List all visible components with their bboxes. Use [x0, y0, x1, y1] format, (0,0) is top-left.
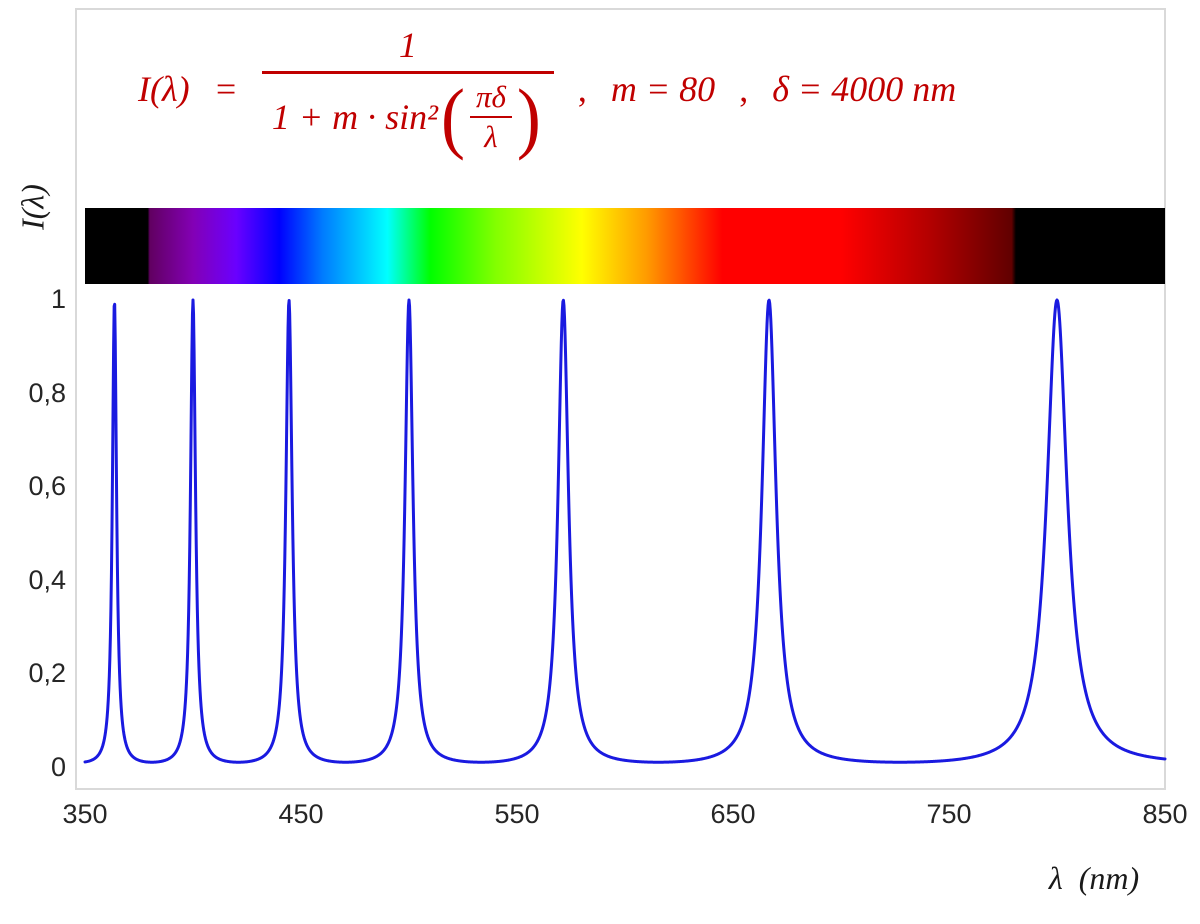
y-tick-label: 1 — [50, 283, 66, 314]
y-tick-label: 0,2 — [28, 657, 66, 688]
formula-inner-fraction: πδ λ — [469, 80, 512, 155]
formula-param-delta: δ = 4000 nm — [772, 68, 957, 109]
formula-denominator-prefix: 1 + m · sin² — [271, 96, 438, 137]
x-tick-label: 850 — [1142, 799, 1188, 829]
formula-denominator: 1 + m · sin² ( πδ λ ) — [261, 71, 554, 161]
y-tick-label: 0,8 — [28, 377, 66, 408]
formula-separator: , — [739, 68, 749, 109]
formula-separator: , — [577, 68, 587, 109]
x-tick-label: 350 — [62, 799, 108, 829]
formula-param-m: m = 80 — [610, 68, 716, 109]
y-tick-label: 0,4 — [28, 564, 66, 595]
formula-fraction: 1 1 + m · sin² ( πδ λ ) — [261, 24, 554, 161]
formula-inner-denominator: λ — [484, 119, 498, 155]
formula: I(λ) = 1 1 + m · sin² ( πδ λ ) , m = 80 … — [138, 24, 957, 161]
open-paren: ( — [440, 72, 465, 161]
x-tick-label: 750 — [926, 799, 972, 829]
formula-inner-numerator: πδ — [469, 80, 512, 119]
formula-numerator: 1 — [398, 25, 417, 65]
y-tick-label: 0,6 — [28, 470, 66, 501]
spectrum-bar — [85, 208, 1165, 284]
x-tick-label: 450 — [278, 799, 324, 829]
formula-equals: = — [213, 68, 238, 109]
x-axis-title: λ (nm) — [1048, 860, 1140, 896]
x-tick-label: 550 — [494, 799, 540, 829]
formula-lhs: I(λ) — [138, 68, 190, 109]
x-tick-label: 650 — [710, 799, 756, 829]
y-axis-title: I(λ) — [14, 184, 51, 230]
close-paren: ) — [516, 72, 541, 161]
y-tick-label: 0 — [50, 751, 66, 782]
